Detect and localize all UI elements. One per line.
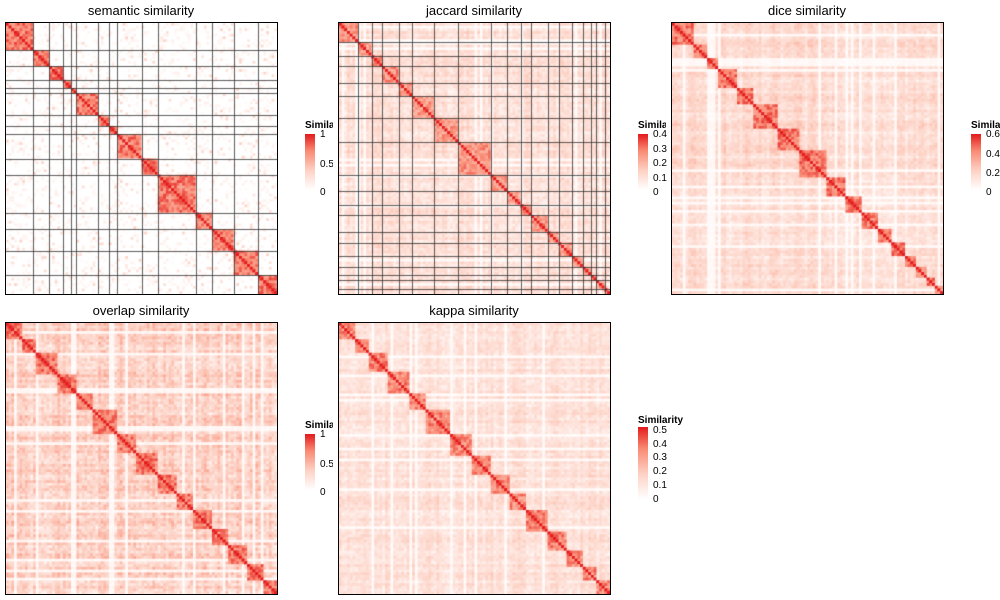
legend-tick: 0.5: [320, 459, 333, 470]
heatmap-matrix: [671, 22, 944, 295]
legend-tick: 0.6: [986, 129, 1000, 140]
legend-tick: 0.3: [653, 144, 667, 155]
legend-title: Similarity: [638, 415, 684, 426]
legend-tick: 0.3: [653, 452, 667, 463]
heatmap-matrix: [338, 22, 611, 295]
legend-tick: 0.5: [320, 159, 333, 170]
legend-tick: 0: [653, 494, 659, 505]
legend-tick: 1: [320, 129, 326, 140]
legend-title: Similarity: [971, 120, 1000, 131]
legend-tick: 1: [320, 429, 326, 440]
heatmap-matrix: [338, 322, 611, 595]
legend-tick: 0: [320, 487, 326, 498]
legend-colorbar: [305, 134, 315, 190]
legend-tick: 0.4: [653, 129, 667, 140]
legend-colorbar: [305, 434, 315, 490]
legend-title: Similarity: [305, 420, 333, 431]
chart-title: overlap similarity: [92, 303, 190, 318]
legend-title: Similarity: [305, 120, 333, 131]
legend-tick: 0.1: [653, 173, 667, 184]
legend-title: Similarity: [638, 120, 666, 131]
legend-tick: 0: [653, 187, 659, 198]
chart-title: kappa similarity: [429, 303, 519, 318]
legend-tick: 0: [986, 187, 992, 198]
heatmap-matrix: [5, 22, 278, 295]
legend-colorbar: [638, 134, 648, 190]
legend-tick: 0.2: [986, 168, 1000, 179]
heatmap-matrix: [5, 322, 278, 595]
legend-colorbar: [638, 427, 648, 499]
legend-tick: 0.4: [653, 439, 667, 450]
chart-title: semantic similarity: [87, 3, 195, 18]
chart-title: jaccard similarity: [425, 3, 523, 18]
legend-colorbar: [971, 134, 981, 190]
chart-title: dice similarity: [767, 3, 846, 18]
legend-tick: 0.5: [653, 425, 667, 436]
legend-tick: 0.1: [653, 480, 667, 491]
legend-tick: 0.2: [653, 158, 667, 169]
legend-tick: 0.2: [653, 466, 667, 477]
legend-tick: 0.4: [986, 149, 1000, 160]
legend-tick: 0: [320, 187, 326, 198]
